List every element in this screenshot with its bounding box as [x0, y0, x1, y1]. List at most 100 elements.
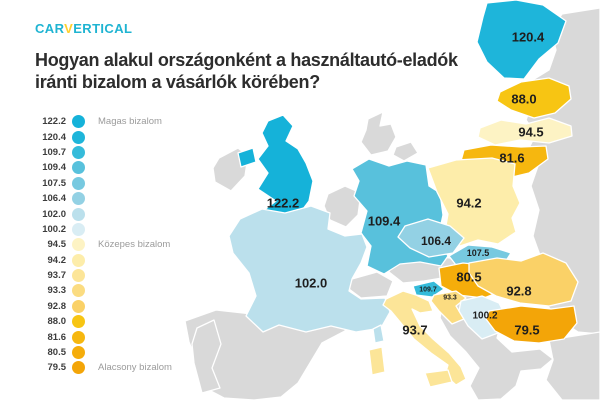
legend-color-dot [72, 269, 85, 283]
country-label-latvia: 94.5 [518, 125, 543, 140]
legend-color-dot [72, 238, 85, 252]
legend-color-dot [72, 222, 85, 236]
page-title: Hogyan alakul országonként a használtaut… [35, 49, 458, 93]
title-line2: iránti bizalom a vásárlók körében? [35, 72, 320, 92]
legend: 122.2 Magas bizalom 120.4 109.7 109.4 107.5 10… [30, 114, 172, 376]
country-label-romania: 92.8 [506, 284, 531, 299]
legend-color-dot [72, 130, 85, 144]
legend-item: 107.5 [30, 176, 172, 191]
island-corsica [372, 324, 385, 344]
legend-item: 120.4 [30, 129, 172, 144]
legend-annotation: Magas bizalom [98, 116, 162, 128]
legend-value: 120.4 [42, 131, 66, 143]
country-slovenia [412, 280, 445, 298]
legend-value: 93.3 [47, 285, 67, 297]
legend-value: 107.5 [42, 177, 66, 189]
country-label-hungary: 80.5 [456, 270, 481, 285]
country-poland [427, 157, 521, 247]
legend-item: 93.3 [30, 283, 172, 298]
legend-item: 93.7 [30, 268, 172, 283]
country-label-estonia: 88.0 [511, 92, 536, 107]
country-switzerland [348, 271, 394, 299]
legend-color-dot [72, 284, 85, 298]
legend-item: 122.2 Magas bizalom [30, 114, 172, 129]
legend-annotation: Közepes bizalom [98, 239, 171, 251]
region-benelux [323, 185, 362, 228]
legend-item: 79.5 Alacsony bizalom [30, 360, 172, 375]
legend-value: 109.4 [42, 162, 66, 174]
legend-item: 88.0 [30, 314, 172, 329]
legend-value: 102.0 [42, 208, 66, 220]
legend-value: 81.6 [47, 331, 67, 343]
carvertical-logo: CARVERTICAL [35, 21, 132, 36]
legend-color-dot [72, 115, 85, 129]
legend-item: 81.6 [30, 329, 172, 344]
legend-value: 109.7 [42, 146, 66, 158]
country-label-serbia: 100.2 [472, 311, 497, 322]
legend-item: 94.5 Közepes bizalom [30, 237, 172, 252]
legend-item: 102.0 [30, 206, 172, 221]
country-italy [382, 290, 467, 386]
legend-item: 80.5 [30, 345, 172, 360]
legend-value: 122.2 [42, 116, 66, 128]
country-denmark [360, 111, 397, 156]
country-label-slovenia: 109.7 [419, 286, 437, 293]
country-label-bulgaria: 79.5 [514, 323, 539, 338]
country-label-germany: 109.4 [368, 214, 401, 229]
legend-color-dot [72, 315, 85, 329]
map-value-labels: 120.4 88.0 94.5 81.6 122.2 109.4 94.2 106.4 107.… [267, 30, 545, 338]
logo-text-car: CAR [35, 21, 65, 36]
legend-color-dot [72, 346, 85, 360]
country-label-croatia: 93.3 [443, 294, 457, 301]
country-label-united-kingdom: 122.2 [267, 196, 300, 211]
country-label-italy: 93.7 [402, 323, 427, 338]
country-france [228, 205, 391, 333]
legend-item: 106.4 [30, 191, 172, 206]
legend-value: 100.2 [42, 223, 66, 235]
legend-item: 109.4 [30, 160, 172, 175]
country-label-czechia: 106.4 [421, 234, 451, 248]
legend-color-dot [72, 330, 85, 344]
legend-item: 109.7 [30, 145, 172, 160]
legend-color-dot [72, 161, 85, 175]
legend-value: 88.0 [47, 316, 67, 328]
country-denmark-islands [392, 141, 419, 162]
island-sicily [424, 369, 453, 388]
legend-value: 93.7 [47, 270, 67, 282]
country-label-poland: 94.2 [456, 196, 481, 211]
legend-value: 106.4 [42, 193, 66, 205]
legend-color-dot [72, 207, 85, 221]
legend-annotation: Alacsony bizalom [98, 362, 172, 374]
country-estonia [496, 77, 572, 119]
legend-item: 92.8 [30, 299, 172, 314]
island-sardinia [368, 346, 386, 376]
country-portugal [191, 319, 222, 394]
country-label-lithuania: 81.6 [499, 151, 524, 166]
legend-value: 94.5 [47, 239, 67, 251]
legend-color-dot [72, 176, 85, 190]
country-romania [468, 252, 579, 307]
legend-color-dot [72, 192, 85, 206]
country-northern-ireland [237, 147, 257, 168]
country-latvia [477, 117, 573, 146]
country-label-finland: 120.4 [512, 30, 545, 45]
legend-item: 94.2 [30, 253, 172, 268]
country-bulgaria [485, 305, 578, 344]
legend-item: 100.2 [30, 222, 172, 237]
country-turkey [545, 331, 600, 400]
country-finland [476, 0, 567, 80]
legend-color-dot [72, 145, 85, 159]
country-label-slovakia: 107.5 [467, 248, 490, 258]
legend-color-dot [72, 253, 85, 267]
title-line1: Hogyan alakul országonként a használtaut… [35, 50, 458, 70]
legend-value: 92.8 [47, 300, 67, 312]
legend-value: 80.5 [47, 347, 67, 359]
logo-text-v: V [64, 21, 74, 36]
legend-value: 94.2 [47, 254, 67, 266]
country-label-france: 102.0 [295, 276, 328, 291]
legend-value: 79.5 [47, 362, 67, 374]
logo-text-ertical: ERTICAL [73, 21, 133, 36]
legend-color-dot [72, 299, 85, 313]
